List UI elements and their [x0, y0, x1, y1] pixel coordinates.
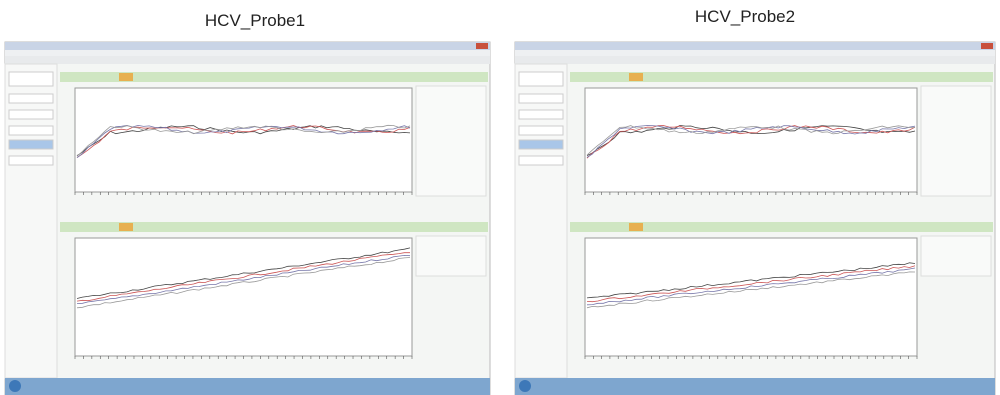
menu-bar	[515, 50, 995, 56]
pane-tab	[119, 73, 133, 81]
sidebar-button	[9, 94, 53, 103]
page: HCV_Probe1 HCV_Probe2 (() => { const dat…	[0, 0, 1000, 395]
sidebar-button	[9, 156, 53, 165]
sidebar-button	[519, 94, 563, 103]
options-panel	[921, 236, 991, 276]
pane-tab	[629, 223, 643, 231]
start-button	[519, 380, 531, 392]
sidebar-button	[9, 126, 53, 135]
sidebar-button	[519, 156, 563, 165]
sidebar-button	[519, 110, 563, 119]
plot-area	[585, 238, 917, 356]
taskbar	[515, 378, 995, 395]
sidebar-button	[9, 140, 53, 149]
plot-area	[585, 88, 917, 192]
options-panel	[416, 86, 486, 196]
title-bar	[515, 42, 995, 50]
screenshot	[515, 42, 995, 395]
screenshot	[5, 42, 490, 395]
panel-title: HCV_Probe1	[205, 11, 305, 30]
toolbar	[515, 56, 995, 64]
sidebar-button	[519, 126, 563, 135]
plot-area	[75, 88, 412, 192]
pane-tab	[629, 73, 643, 81]
options-panel	[921, 86, 991, 196]
sidebar-button	[9, 110, 53, 119]
pane-tab	[119, 223, 133, 231]
menu-bar	[5, 50, 490, 56]
sidebar-button	[9, 72, 53, 86]
toolbar	[5, 56, 490, 64]
title-bar	[5, 42, 490, 50]
close-button	[981, 43, 993, 49]
figure: HCV_Probe1 HCV_Probe2	[0, 0, 1000, 395]
close-button	[476, 43, 488, 49]
options-panel	[416, 236, 486, 276]
taskbar	[5, 378, 490, 395]
start-button	[9, 380, 21, 392]
sidebar-button	[519, 72, 563, 86]
sidebar-button	[519, 140, 563, 149]
panel-title: HCV_Probe2	[695, 7, 795, 26]
